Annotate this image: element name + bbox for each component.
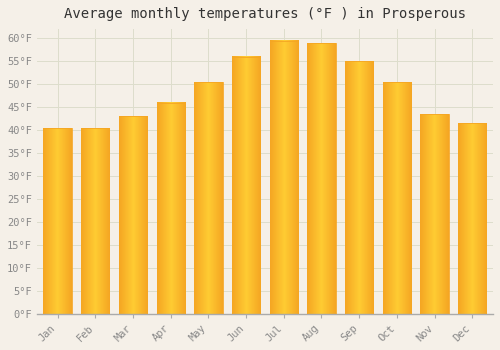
Bar <box>232 57 260 314</box>
Bar <box>345 61 374 314</box>
Bar <box>420 114 449 314</box>
Bar <box>44 128 72 314</box>
Bar <box>383 82 411 314</box>
Bar <box>194 82 222 314</box>
Bar <box>156 103 185 314</box>
Bar <box>270 41 298 314</box>
Bar <box>458 123 486 314</box>
Bar <box>81 128 110 314</box>
Bar <box>119 116 147 314</box>
Title: Average monthly temperatures (°F ) in Prosperous: Average monthly temperatures (°F ) in Pr… <box>64 7 466 21</box>
Bar <box>308 43 336 314</box>
